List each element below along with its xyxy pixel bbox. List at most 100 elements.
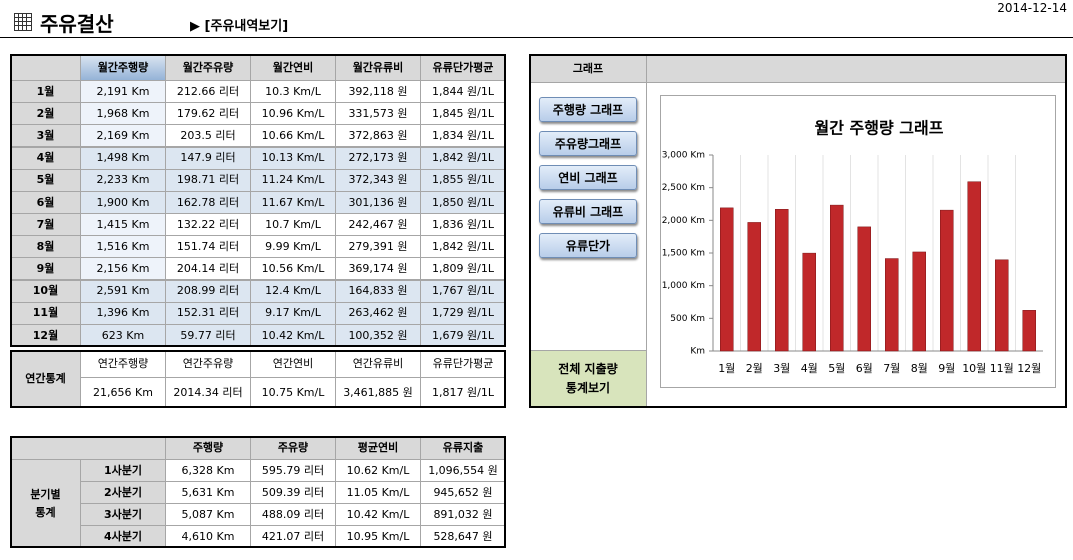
bar xyxy=(830,204,844,352)
data-cell: 372,343 원 xyxy=(335,168,421,192)
y-tick-label: 3,000 Km xyxy=(662,151,705,161)
x-tick-label: 3월 xyxy=(773,362,790,375)
graph-button[interactable]: 연비 그래프 xyxy=(539,165,637,190)
data-cell: 2,169 Km xyxy=(80,124,166,148)
data-cell: 9.99 Km/L xyxy=(250,235,336,259)
month-label: 11월 xyxy=(10,301,81,325)
month-label: 12월 xyxy=(10,323,81,347)
annual-header: 연간유류비 xyxy=(335,350,421,378)
annual-value: 21,656 Km xyxy=(80,377,166,408)
data-cell: 10.62 Km/L xyxy=(335,459,421,482)
summary-cell[interactable]: 전체 지출량 통계보기 xyxy=(529,350,647,408)
data-cell: 204.14 리터 xyxy=(165,257,251,281)
annual-header: 연간연비 xyxy=(250,350,336,378)
bar xyxy=(967,181,981,352)
data-cell: 10.95 Km/L xyxy=(335,525,421,548)
data-cell: 1,767 원/1L xyxy=(420,279,506,303)
month-label: 10월 xyxy=(10,279,81,303)
data-cell: 10.13 Km/L xyxy=(250,146,336,170)
quarter-header: 유류지출 xyxy=(420,436,506,460)
detail-link[interactable]: ▶ [주유내역보기] xyxy=(190,19,289,34)
data-cell: 1,729 원/1L xyxy=(420,301,506,325)
data-cell: 10.42 Km/L xyxy=(335,503,421,526)
x-tick-label: 10월 xyxy=(962,362,986,375)
data-cell: 208.99 리터 xyxy=(165,279,251,303)
y-tick-label: 1,000 Km xyxy=(662,281,705,291)
column-header: 월간주유량 xyxy=(165,54,251,81)
quarter-label: 3사분기 xyxy=(80,503,166,526)
quarter-label: 2사분기 xyxy=(80,481,166,504)
corner-cell xyxy=(10,54,81,81)
bar xyxy=(912,251,926,352)
date: 2014-12-14 xyxy=(997,1,1067,15)
annual-value: 10.75 Km/L xyxy=(250,377,336,408)
y-tick-label: 500 Km xyxy=(670,314,705,324)
bar xyxy=(775,209,789,352)
annual-value: 2014.34 리터 xyxy=(165,377,251,408)
quarter-group-label-line: 통계 xyxy=(35,505,56,519)
data-cell: 2,191 Km xyxy=(80,80,166,104)
month-label: 1월 xyxy=(10,80,81,104)
data-cell: 212.66 리터 xyxy=(165,80,251,104)
annual-header: 연간주행량 xyxy=(80,350,166,378)
data-cell: 10.7 Km/L xyxy=(250,213,336,237)
data-cell: 331,573 원 xyxy=(335,102,421,126)
data-cell: 2,156 Km xyxy=(80,257,166,281)
quarter-label: 4사분기 xyxy=(80,525,166,548)
data-cell: 369,174 원 xyxy=(335,257,421,281)
x-tick-label: 9월 xyxy=(938,362,955,375)
x-tick-label: 5월 xyxy=(828,362,845,375)
data-cell: 421.07 리터 xyxy=(250,525,336,548)
month-label: 3월 xyxy=(10,124,81,148)
data-cell: 10.56 Km/L xyxy=(250,257,336,281)
data-cell: 164,833 원 xyxy=(335,279,421,303)
data-cell: 179.62 리터 xyxy=(165,102,251,126)
annual-header: 연간주유량 xyxy=(165,350,251,378)
month-label: 7월 xyxy=(10,213,81,237)
quarter-label: 1사분기 xyxy=(80,459,166,482)
bar xyxy=(802,252,816,352)
data-cell: 100,352 원 xyxy=(335,323,421,347)
data-cell: 1,842 원/1L xyxy=(420,146,506,170)
bar xyxy=(747,222,761,352)
data-cell: 272,173 원 xyxy=(335,146,421,170)
bar xyxy=(1022,310,1036,352)
data-cell: 1,834 원/1L xyxy=(420,124,506,148)
month-label: 2월 xyxy=(10,102,81,126)
data-cell: 1,498 Km xyxy=(80,146,166,170)
bar xyxy=(940,209,954,352)
quarter-group-label-line: 분기별 xyxy=(30,487,61,501)
data-cell: 263,462 원 xyxy=(335,301,421,325)
chart: 월간 주행량 그래프 Km 500 Km 1,000 Km 1,500 Km 2,000… xyxy=(660,95,1056,388)
data-cell: 6,328 Km xyxy=(165,459,251,482)
bar xyxy=(995,259,1009,352)
data-cell: 1,850 원/1L xyxy=(420,190,506,214)
data-cell: 1,516 Km xyxy=(80,235,166,259)
data-cell: 509.39 리터 xyxy=(250,481,336,504)
data-cell: 10.42 Km/L xyxy=(250,323,336,347)
data-cell: 623 Km xyxy=(80,323,166,347)
annual-value: 3,461,885 원 xyxy=(335,377,421,408)
chart-title: 월간 주행량 그래프 xyxy=(815,119,944,138)
bar xyxy=(857,226,871,352)
y-tick-label: 2,500 Km xyxy=(662,183,705,193)
data-cell: 11.67 Km/L xyxy=(250,190,336,214)
data-cell: 488.09 리터 xyxy=(250,503,336,526)
data-cell: 1,842 원/1L xyxy=(420,235,506,259)
data-cell: 10.66 Km/L xyxy=(250,124,336,148)
month-label: 5월 xyxy=(10,168,81,192)
month-label: 6월 xyxy=(10,190,81,214)
x-tick-label: 2월 xyxy=(746,362,763,375)
y-tick-label: Km xyxy=(690,347,705,357)
graph-button[interactable]: 주행량 그래프 xyxy=(539,97,637,122)
data-cell: 4,610 Km xyxy=(165,525,251,548)
data-cell: 5,087 Km xyxy=(165,503,251,526)
quarter-corner xyxy=(10,436,166,460)
graph-button[interactable]: 유류비 그래프 xyxy=(539,199,637,224)
data-cell: 9.17 Km/L xyxy=(250,301,336,325)
graph-button[interactable]: 주유량그래프 xyxy=(539,131,637,156)
data-cell: 301,136 원 xyxy=(335,190,421,214)
title-icon xyxy=(14,13,32,31)
graph-button[interactable]: 유류단가 xyxy=(539,233,637,258)
data-cell: 59.77 리터 xyxy=(165,323,251,347)
